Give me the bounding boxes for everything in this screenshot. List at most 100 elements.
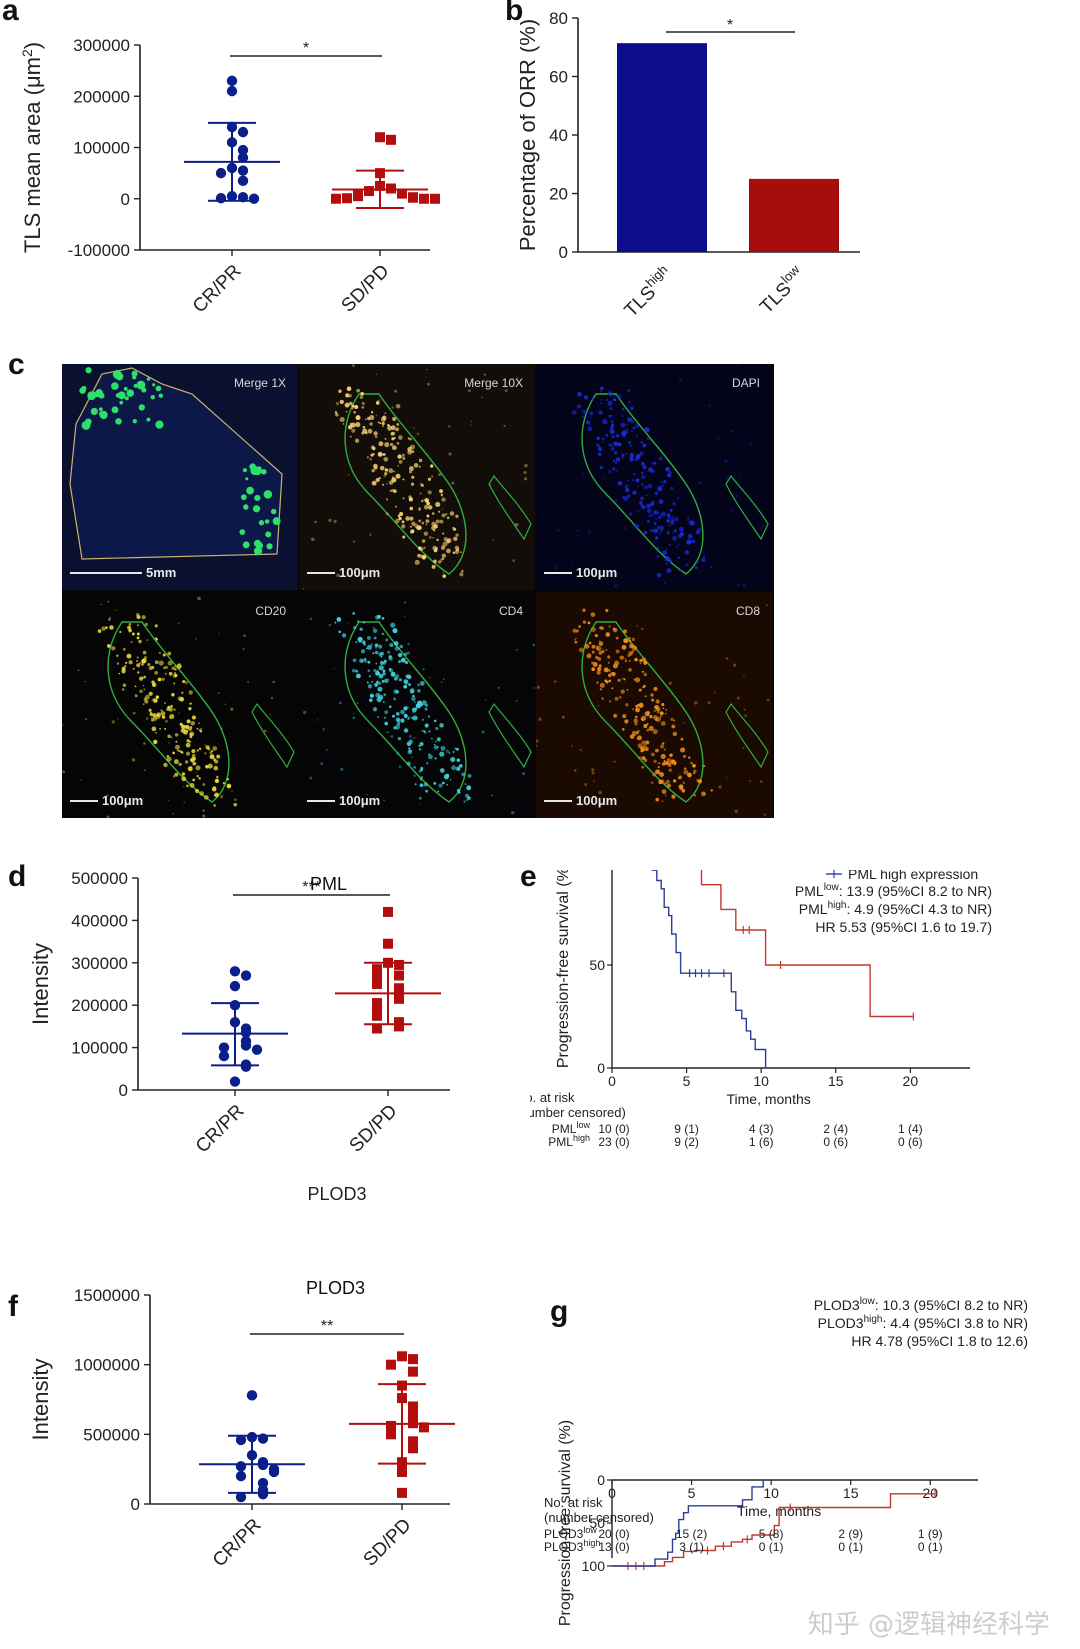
risk-value: 13 (0) [598,1540,629,1554]
fluorescence-spot [600,402,603,405]
fluorescence-spot [178,712,180,714]
fluorescence-spot [619,696,622,699]
y-tick-label: 0 [131,1495,140,1514]
fluorescence-spot [134,694,138,698]
fluorescence-spot [600,522,602,524]
fluorescence-spot [173,708,176,711]
micrograph-tile: Merge 10X 100μm [299,364,535,590]
fluorescence-spot [381,483,385,486]
risk-value: 0 (1) [918,1540,943,1554]
fluorescence-spot [439,558,443,563]
fluorescence-spot [389,489,392,492]
y-axis-label: Intensity [28,1359,53,1441]
fluorescence-spot [351,407,354,410]
scale-bar-line [70,799,98,802]
fluorescence-spot [646,520,650,523]
fluorescence-spot [338,701,342,705]
fluorescence-spot [759,780,763,783]
fluorescence-spot [212,746,218,751]
fluorescence-spot [455,514,459,518]
chart-f-plod3: 0 500000 1000000 1500000 CR/PR SD/PD Intensity… [28,1184,455,1571]
fluorescence-spot [106,794,109,797]
fluorescence-spot [394,505,397,508]
fluorescence-spot [117,391,126,400]
fluorescence-spot [626,423,628,426]
fluorescence-spot [366,681,369,684]
fluorescence-spot [388,705,392,708]
fluorescence-spot [419,783,424,788]
fluorescence-spot [453,536,458,541]
fluorescence-spot [597,704,600,707]
fluorescence-spot [614,660,620,666]
fluorescence-spot [657,765,660,768]
scale-bar: 100μm [544,793,617,808]
fluorescence-spot [441,497,446,502]
fluorescence-spot [417,683,420,687]
fluorescence-spot [647,484,653,489]
fluorescence-spot [264,519,270,524]
risk-value: 9 (1) [674,1122,699,1136]
fluorescence-spot [685,562,689,566]
fluorescence-spot [599,626,603,630]
fluorescence-spot [397,464,400,468]
fluorescence-spot [378,652,383,657]
fluorescence-spot [387,678,390,681]
fluorescence-spot [398,660,401,663]
fluorescence-spot [372,446,376,451]
fluorescence-spot [589,411,594,416]
fluorescence-spot [174,733,179,737]
fluorescence-spot [393,641,399,646]
fluorescence-spot [615,649,620,654]
fluorescence-spot [620,422,626,428]
x-tick-label: SD/PD [338,261,394,317]
fluorescence-spot [613,441,618,446]
y-tick-label: -100000 [68,241,130,260]
fluorescence-spot [439,751,445,757]
fluorescence-spot [383,417,386,420]
fluorescence-spot [174,744,181,750]
fluorescence-spot [123,386,128,391]
fluorescence-spot [658,772,661,775]
fluorescence-spot [144,699,149,704]
fluorescence-spot [390,671,396,677]
fluorescence-spot [355,673,361,679]
fluorescence-spot [272,680,275,684]
fluorescence-spot [683,721,686,724]
fluorescence-spot [574,640,578,644]
fluorescence-spot [136,636,140,640]
fluorescence-spot [164,702,166,704]
fluorescence-spot [377,614,381,619]
fluorescence-spot [613,394,616,397]
fluorescence-spot [159,727,161,730]
fluorescence-spot [668,559,673,563]
fluorescence-spot [365,793,368,796]
fluorescence-spot [660,483,665,488]
fluorescence-spot [596,436,600,441]
fluorescence-spot [451,765,457,771]
fluorescence-spot [382,669,386,673]
fluorescence-spot [666,472,672,478]
fluorescence-spot [670,486,674,490]
fluorescence-spot [199,791,205,796]
fluorescence-spot [586,420,590,424]
fluorescence-spot [642,443,647,448]
region-outline [107,621,230,803]
fluorescence-spot [598,447,601,450]
fluorescence-spot [178,762,182,766]
fluorescence-spot [427,477,432,481]
fluorescence-spot [218,632,220,635]
fluorescence-spot [443,774,450,780]
bar [617,43,707,252]
fluorescence-spot [643,672,648,677]
fluorescence-spot [621,456,624,459]
fluorescence-spot [578,647,584,653]
fluorescence-spot [352,540,355,543]
fluorescence-spot [216,754,221,759]
fluorescence-spot [440,681,443,684]
fluorescence-spot [582,473,585,476]
data-point [394,970,404,981]
fluorescence-spot [659,744,665,749]
fluorescence-spot [422,718,424,721]
fluorescence-spot [442,571,444,574]
fluorescence-spot [372,652,375,655]
